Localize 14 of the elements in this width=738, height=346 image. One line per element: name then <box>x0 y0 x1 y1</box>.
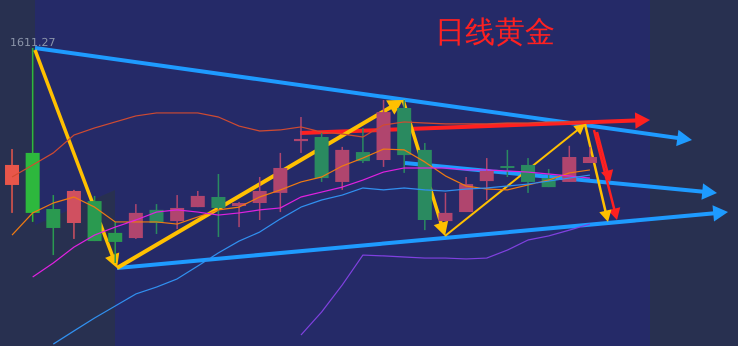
candlestick <box>46 194 60 256</box>
candlestick <box>170 194 184 230</box>
candlestick <box>438 192 452 222</box>
annotation: 1611.27 <box>10 36 56 49</box>
candlestick <box>480 157 494 201</box>
candlestick <box>582 146 597 164</box>
candlestick <box>211 173 226 238</box>
candlestick <box>108 221 122 264</box>
chart-title: 日线黄金 <box>435 15 555 50</box>
candlestick <box>190 190 205 208</box>
candlestick <box>500 149 514 178</box>
candlestick <box>5 148 20 214</box>
candlestick <box>521 157 536 194</box>
candlestick <box>294 116 308 154</box>
